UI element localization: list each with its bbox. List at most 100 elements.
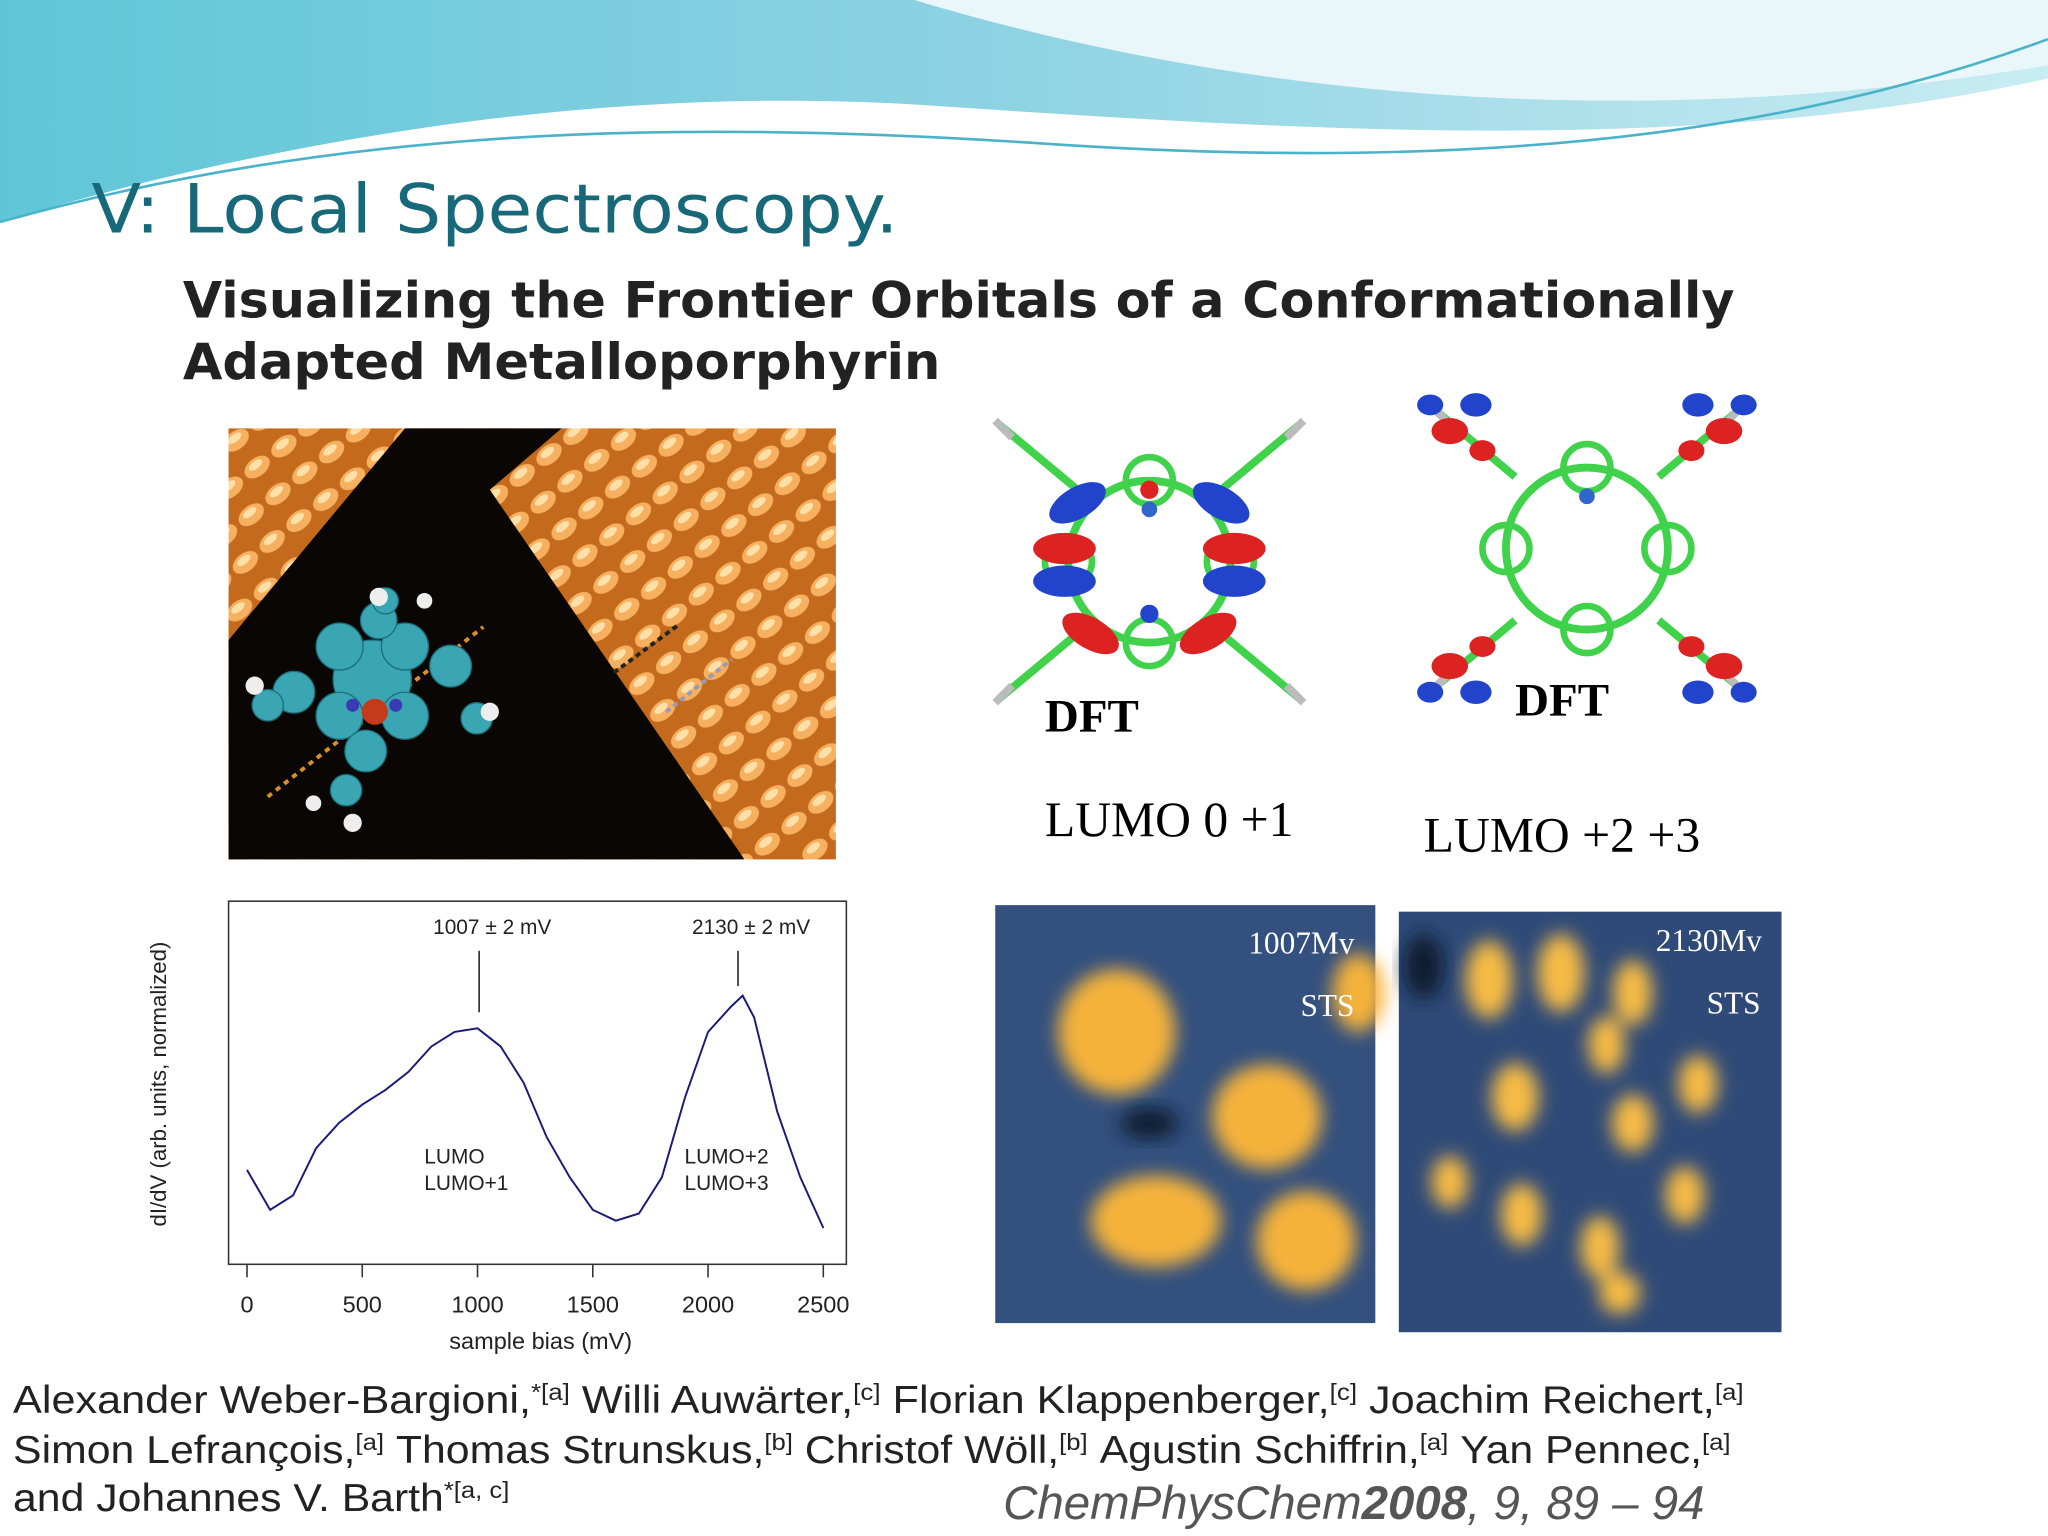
sts-map <box>995 905 1385 1324</box>
molecule-arm-tip <box>1283 417 1307 441</box>
metal-center <box>1141 501 1158 518</box>
x-tick-label: 1000 <box>451 1292 503 1318</box>
orbital-lobe <box>1730 394 1757 416</box>
author-name: Agustin Schiffrin, <box>1100 1429 1420 1472</box>
spectrum-line <box>246 994 825 1229</box>
stm-image <box>228 428 836 860</box>
author-affiliation: [a] <box>1715 1379 1744 1405</box>
orbital-lobe <box>1033 565 1096 597</box>
author-line: Alexander Weber-Bargioni, *[a] Willi Auwä… <box>13 1379 1744 1422</box>
orbital-lobe <box>1202 532 1266 565</box>
chart-background <box>120 877 902 1359</box>
citation-details: , 9, 89 – 94 <box>1467 1476 1704 1529</box>
orbital-lobe <box>1140 604 1159 624</box>
spectrum-chart: 0 500 1000 1500 2000 2500 sample bias (mV) dI/d… <box>146 900 849 1354</box>
plot-frame <box>227 900 848 1266</box>
x-tick-label: 500 <box>343 1292 382 1318</box>
x-tick-label: 2500 <box>797 1292 849 1318</box>
orbital-lobe <box>1179 612 1237 655</box>
sts-bias: 1007Mv <box>1248 925 1355 960</box>
sts-map <box>1398 911 1782 1333</box>
orbital-lobe <box>1417 681 1444 703</box>
x-axis-label: sample bias (mV) <box>449 1328 632 1354</box>
author-name: Joachim Reichert, <box>1369 1379 1715 1422</box>
slide-title: V: Local Spectroscopy. <box>91 170 898 249</box>
molecule-arm-tip <box>1283 682 1307 706</box>
orbital-lobe <box>1469 440 1496 462</box>
sts-bias: 2130Mv <box>1656 923 1763 958</box>
molecule-arm-tip <box>992 417 1015 441</box>
author-affiliation: [b] <box>1059 1429 1088 1455</box>
band-label: LUMO+2 <box>684 1146 768 1169</box>
author-name: and Johannes V. Barth <box>13 1477 444 1520</box>
orbital-lobe <box>1682 393 1714 417</box>
dft-label: DFT <box>1045 690 1139 742</box>
citation-year: 2008 <box>1361 1476 1468 1529</box>
author-name: Willi Auwärter, <box>582 1379 853 1422</box>
orbital-lobe <box>1460 680 1492 704</box>
author-affiliation: [a] <box>355 1429 384 1455</box>
paper-title-line: Adapted Metalloporphyrin <box>183 333 941 391</box>
orbital-lobe <box>1062 612 1119 655</box>
orbital-lobe <box>1431 417 1469 445</box>
orbital-lobe <box>1678 636 1705 657</box>
citation-journal: ChemPhysChem <box>1003 1476 1362 1529</box>
orbital-lobe <box>1682 680 1714 704</box>
orbital-lobe <box>1469 636 1496 657</box>
author-line: and Johannes V. Barth *[a, c] <box>13 1477 509 1520</box>
band-label: LUMO+1 <box>424 1172 508 1195</box>
author-name: Thomas Strunskus, <box>396 1429 764 1472</box>
author-name: Christof Wöll, <box>805 1429 1059 1472</box>
author-list: Alexander Weber-Bargioni, *[a] Willi Auwä… <box>13 1379 1744 1520</box>
pyrrole <box>1479 521 1533 576</box>
author-affiliation: [b] <box>764 1429 793 1455</box>
author-affiliation: [a] <box>1702 1429 1731 1455</box>
annotation-text: 2130 ± 2 mV <box>692 916 810 939</box>
orbital-lobe <box>1049 482 1106 524</box>
orbital-label: LUMO +2 +3 <box>1424 808 1701 863</box>
paper-title-line: Visualizing the Frontier Orbitals of a C… <box>183 271 1735 329</box>
molecule-ring <box>1502 463 1672 634</box>
molecule-arm-tip <box>992 682 1015 706</box>
orbital-lobe <box>1417 394 1444 416</box>
author-affiliation: [a] <box>1420 1429 1449 1455</box>
author-name: Simon Lefrançois, <box>13 1429 355 1472</box>
orbital-lobe <box>1202 565 1266 597</box>
orbital-lobe <box>1705 417 1743 445</box>
x-tick-label: 1500 <box>567 1292 619 1318</box>
citation: ChemPhysChem2008, 9, 89 – 94 <box>1003 1476 1704 1529</box>
author-affiliation: [c] <box>853 1379 880 1405</box>
author-name: Florian Klappenberger, <box>893 1379 1330 1422</box>
orbital-lobe <box>1678 440 1705 462</box>
dft-label: DFT <box>1515 675 1609 727</box>
author-affiliation: [c] <box>1330 1379 1357 1405</box>
header-wave <box>914 0 2048 101</box>
paper-title-box <box>163 254 1842 392</box>
x-tick-label: 2000 <box>682 1292 734 1318</box>
author-name: Alexander Weber-Bargioni, <box>13 1379 531 1422</box>
dft-orbital-image <box>1417 393 1757 704</box>
dft-orbital-image <box>992 417 1307 706</box>
orbital-lobe <box>1192 482 1250 524</box>
annotation-text: 1007 ± 2 mV <box>433 916 551 939</box>
orbital-lobe <box>1033 532 1096 565</box>
pyrrole <box>1560 602 1614 657</box>
orbital-lobe <box>1140 480 1159 499</box>
x-tick-label: 0 <box>240 1292 253 1318</box>
author-affiliation: *[a, c] <box>444 1477 510 1503</box>
metal-center <box>1579 488 1595 505</box>
band-label: LUMO+3 <box>684 1172 768 1195</box>
orbital-lobe <box>1460 393 1492 417</box>
orbital-lobe <box>1705 653 1743 680</box>
orbital-lobe <box>1431 653 1469 680</box>
pyrrole <box>1641 521 1695 576</box>
header-wave-line <box>0 37 2048 224</box>
author-name: Yan Pennec, <box>1460 1429 1702 1472</box>
author-affiliation: *[a] <box>531 1379 570 1405</box>
orbital-lobe <box>1730 681 1757 703</box>
orbital-label: LUMO 0 +1 <box>1045 792 1294 847</box>
sts-mode: STS <box>1300 988 1354 1023</box>
